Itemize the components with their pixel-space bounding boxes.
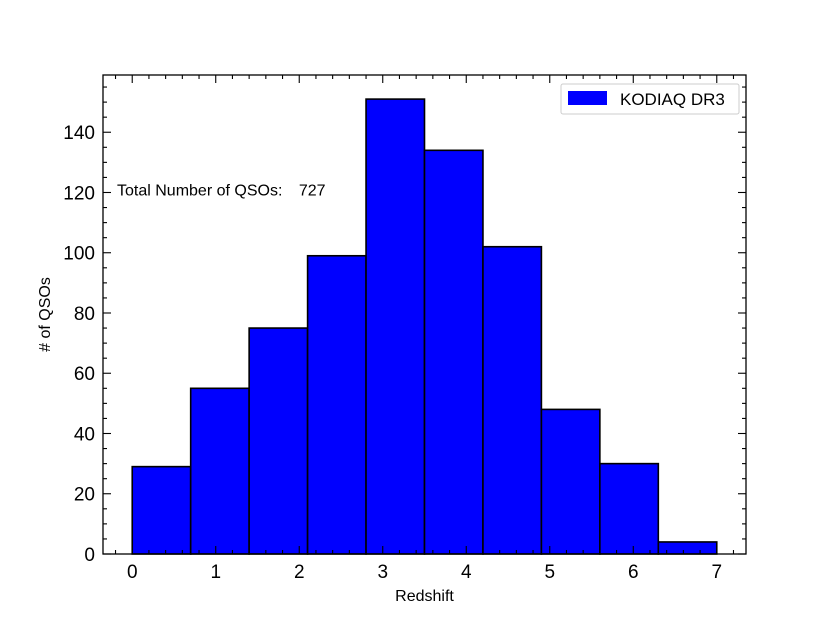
- y-tick-label: 120: [63, 183, 95, 204]
- total-count-annotation: Total Number of QSOs: 727: [117, 182, 326, 199]
- ticks-group: [103, 75, 746, 555]
- histogram-bar: [365, 98, 426, 555]
- y-tick-label: 140: [63, 123, 95, 144]
- histogram-bar: [248, 327, 309, 555]
- legend: KODIAQ DR3: [560, 83, 740, 115]
- x-tick-label: 7: [711, 562, 722, 583]
- y-tick-label: 60: [74, 364, 95, 385]
- y-tick-label: 0: [84, 545, 95, 566]
- histogram-bar: [599, 462, 660, 555]
- tick-labels-group: 0 1 2 3 4 5 6 7 0 20 40 60 80 100 120 140: [63, 123, 722, 583]
- x-tick-label: 4: [461, 562, 472, 583]
- total-count-label: Total Number of QSOs:: [117, 182, 282, 199]
- x-tick-label: 3: [377, 562, 388, 583]
- histogram-bar: [423, 149, 484, 555]
- x-tick-label: 2: [294, 562, 305, 583]
- histogram-bar: [306, 254, 367, 555]
- histogram-bar: [540, 408, 601, 555]
- x-axis-label: Redshift: [395, 588, 454, 605]
- y-axis-label: # of QSOs: [37, 277, 54, 352]
- y-tick-label: 40: [74, 424, 95, 445]
- x-tick-label: 1: [210, 562, 221, 583]
- y-tick-label: 20: [74, 485, 95, 506]
- legend-entry-label: KODIAQ DR3: [620, 90, 725, 109]
- histogram-bar: [189, 387, 250, 555]
- plot-frame: [102, 74, 747, 555]
- histogram-bar: [482, 245, 543, 555]
- x-tick-label: 6: [628, 562, 639, 583]
- y-tick-label: 100: [63, 244, 95, 265]
- bars-group: [131, 98, 718, 555]
- x-tick-label: 5: [544, 562, 555, 583]
- y-tick-label: 80: [74, 304, 95, 325]
- x-tick-label: 0: [127, 562, 138, 583]
- histogram-bar: [131, 465, 192, 555]
- total-count-value: 727: [299, 182, 326, 199]
- legend-swatch: [568, 91, 607, 105]
